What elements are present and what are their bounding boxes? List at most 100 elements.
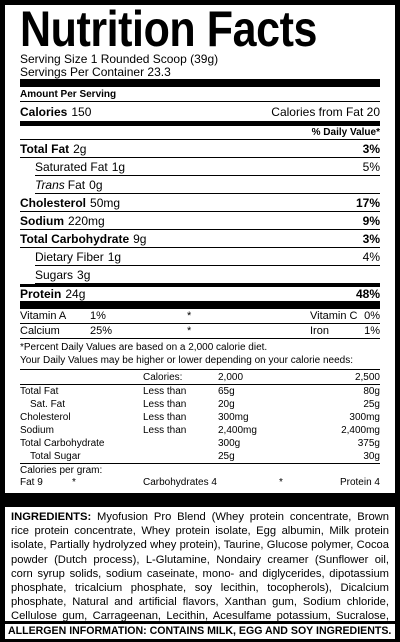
divider xyxy=(20,122,380,126)
nutrient-dv: 17% xyxy=(355,195,380,210)
row-col: 300mg xyxy=(218,412,249,423)
nutrient-name: Sodium xyxy=(20,213,64,228)
nutrient-amount: 24g xyxy=(65,287,86,301)
row-qualifier: Less than xyxy=(143,425,187,436)
footnote-line: *Percent Daily Values are based on a 2,0… xyxy=(20,342,268,353)
nutrient-name: Trans xyxy=(35,177,65,192)
nutrient-name: Total Carbohydrate xyxy=(20,231,130,246)
separator: * xyxy=(279,477,283,488)
table-row: Total Fat Less than 65g 80g xyxy=(20,385,380,398)
title: Nutrition Facts xyxy=(20,5,317,57)
nutrient-row: Total Fat 2g 3% xyxy=(20,140,380,158)
table-row: Sodium Less than 2,400mg 2,400mg xyxy=(20,424,380,437)
vitamin-value: 25% xyxy=(90,325,113,337)
row-col: 65g xyxy=(218,386,235,397)
vitamin-name: Vitamin A xyxy=(20,310,67,322)
nutrient-name: Total Fat xyxy=(20,141,70,156)
dv-header: % Daily Value* xyxy=(20,126,380,140)
header-label: Calories: xyxy=(143,372,183,383)
protein: Protein 4 xyxy=(339,477,380,488)
row-qualifier: Less than xyxy=(143,386,187,397)
row-qualifier: Less than xyxy=(143,399,187,410)
nutrient-name: Protein xyxy=(20,287,62,301)
table-row: Cholesterol Less than 300mg 300mg xyxy=(20,411,380,424)
nutrient-name: Sugars xyxy=(35,267,74,282)
nutrient-dv: 48% xyxy=(355,287,380,301)
ingredients-label: INGREDIENTS: xyxy=(11,511,92,523)
nutrient-name: Dietary Fiber xyxy=(35,249,104,264)
nutrient-amount: 9g xyxy=(133,231,147,246)
separator: * xyxy=(187,310,192,322)
nutrient-name: Cholesterol xyxy=(20,195,87,210)
row-col: 80g xyxy=(363,386,380,397)
row-col: 2,400mg xyxy=(341,425,380,436)
table-header: Calories: 2,000 2,500 xyxy=(20,371,380,385)
row-col: 25g xyxy=(363,399,380,410)
divider xyxy=(20,302,380,309)
nutrient-name: Fat xyxy=(67,177,86,192)
allergen: ALLERGEN INFORMATION: CONTAINS MILK, EGG… xyxy=(5,624,395,639)
calories-from-fat: Calories from Fat 20 xyxy=(271,104,380,119)
row-col: 30g xyxy=(363,451,380,462)
nutrient-dv: 3% xyxy=(362,141,380,156)
nutrient-row: Sodium 220mg 9% xyxy=(20,212,380,230)
amount-per-serving: Amount Per Serving xyxy=(20,87,380,102)
calories-row: Calories 150 Calories from Fat 20 xyxy=(20,102,380,122)
row-name: Cholesterol xyxy=(20,412,71,423)
vitamin-value: 1% xyxy=(364,325,380,337)
separator: * xyxy=(72,477,76,488)
nutrient-amount: 1g xyxy=(111,159,126,174)
vitamin-row: Calcium 25% * Iron 1% xyxy=(20,324,380,339)
nutrient-name: Saturated Fat xyxy=(35,159,108,174)
row-qualifier: Less than xyxy=(143,412,187,423)
servings: Servings Per Container 23.3 xyxy=(20,65,171,79)
separator: * xyxy=(187,325,192,337)
nutrient-row: Sugars 3g xyxy=(35,266,380,284)
header-col: 2,000 xyxy=(218,372,244,383)
vitamin-value: 0% xyxy=(364,310,380,322)
table-row: Total Carbohydrate 300g 375g xyxy=(20,437,380,450)
row-col: 2,400mg xyxy=(218,425,257,436)
calories-per-gram-row: Fat 9 * Carbohydrates 4 * Protein 4 xyxy=(20,477,380,489)
row-name: Total Fat xyxy=(20,386,59,397)
nutrient-row: Total Carbohydrate 9g 3% xyxy=(20,230,380,248)
table-row: Sat. Fat Less than 20g 25g xyxy=(20,398,380,411)
dv-table: Calories: 2,000 2,500 Total Fat Less than 65g… xyxy=(20,370,380,464)
vitamin-value: 1% xyxy=(90,310,106,322)
row-name: Total Sugar xyxy=(30,451,81,462)
vitamin-name: Vitamin C xyxy=(310,310,358,322)
nutrient-dv: 3% xyxy=(362,231,380,246)
nutrient-amount: 50mg xyxy=(90,195,121,210)
fat: Fat 9 xyxy=(20,477,43,488)
footnote: *Percent Daily Values are based on a 2,0… xyxy=(20,339,380,370)
carbs: Carbohydrates 4 xyxy=(143,477,217,488)
nutrient-amount: 3g xyxy=(77,267,91,282)
table-row: Total Sugar 25g 30g xyxy=(20,450,380,463)
nutrient-amount: 2g xyxy=(73,141,87,156)
vitamin-row: Vitamin A 1% * Vitamin C 0% xyxy=(20,309,380,324)
nutrient-row: Dietary Fiber 1g 4% xyxy=(35,248,380,266)
nutrient-row: Cholesterol 50mg 17% xyxy=(20,194,380,212)
vitamin-name: Calcium xyxy=(20,325,60,337)
vitamin-name: Iron xyxy=(310,325,329,337)
calories-value: 150 xyxy=(71,104,92,119)
row-name: Total Carbohydrate xyxy=(20,438,105,449)
header-col: 2,500 xyxy=(354,372,380,383)
nutrient-row: Protein 24g 48% xyxy=(20,284,380,302)
nutrient-amount: 1g xyxy=(107,249,122,264)
nutrient-row: Saturated Fat 1g 5% xyxy=(35,158,380,176)
nutrient-dv: 9% xyxy=(362,213,380,228)
footnote-line: Your Daily Values may be higher or lower… xyxy=(20,355,353,366)
nutrient-dv: 5% xyxy=(362,159,380,174)
nutrient-row: Trans Fat 0g xyxy=(35,176,380,194)
row-col: 25g xyxy=(218,451,235,462)
nutrient-amount: 0g xyxy=(89,177,103,192)
row-col: 20g xyxy=(218,399,235,410)
divider xyxy=(20,79,380,87)
row-name: Sodium xyxy=(20,425,54,436)
calories: Calories 150 xyxy=(20,105,91,119)
nutrient-dv: 4% xyxy=(362,249,380,264)
serving-size: Serving Size 1 Rounded Scoop (39g) xyxy=(20,52,219,66)
calories-label: Calories xyxy=(20,104,68,119)
